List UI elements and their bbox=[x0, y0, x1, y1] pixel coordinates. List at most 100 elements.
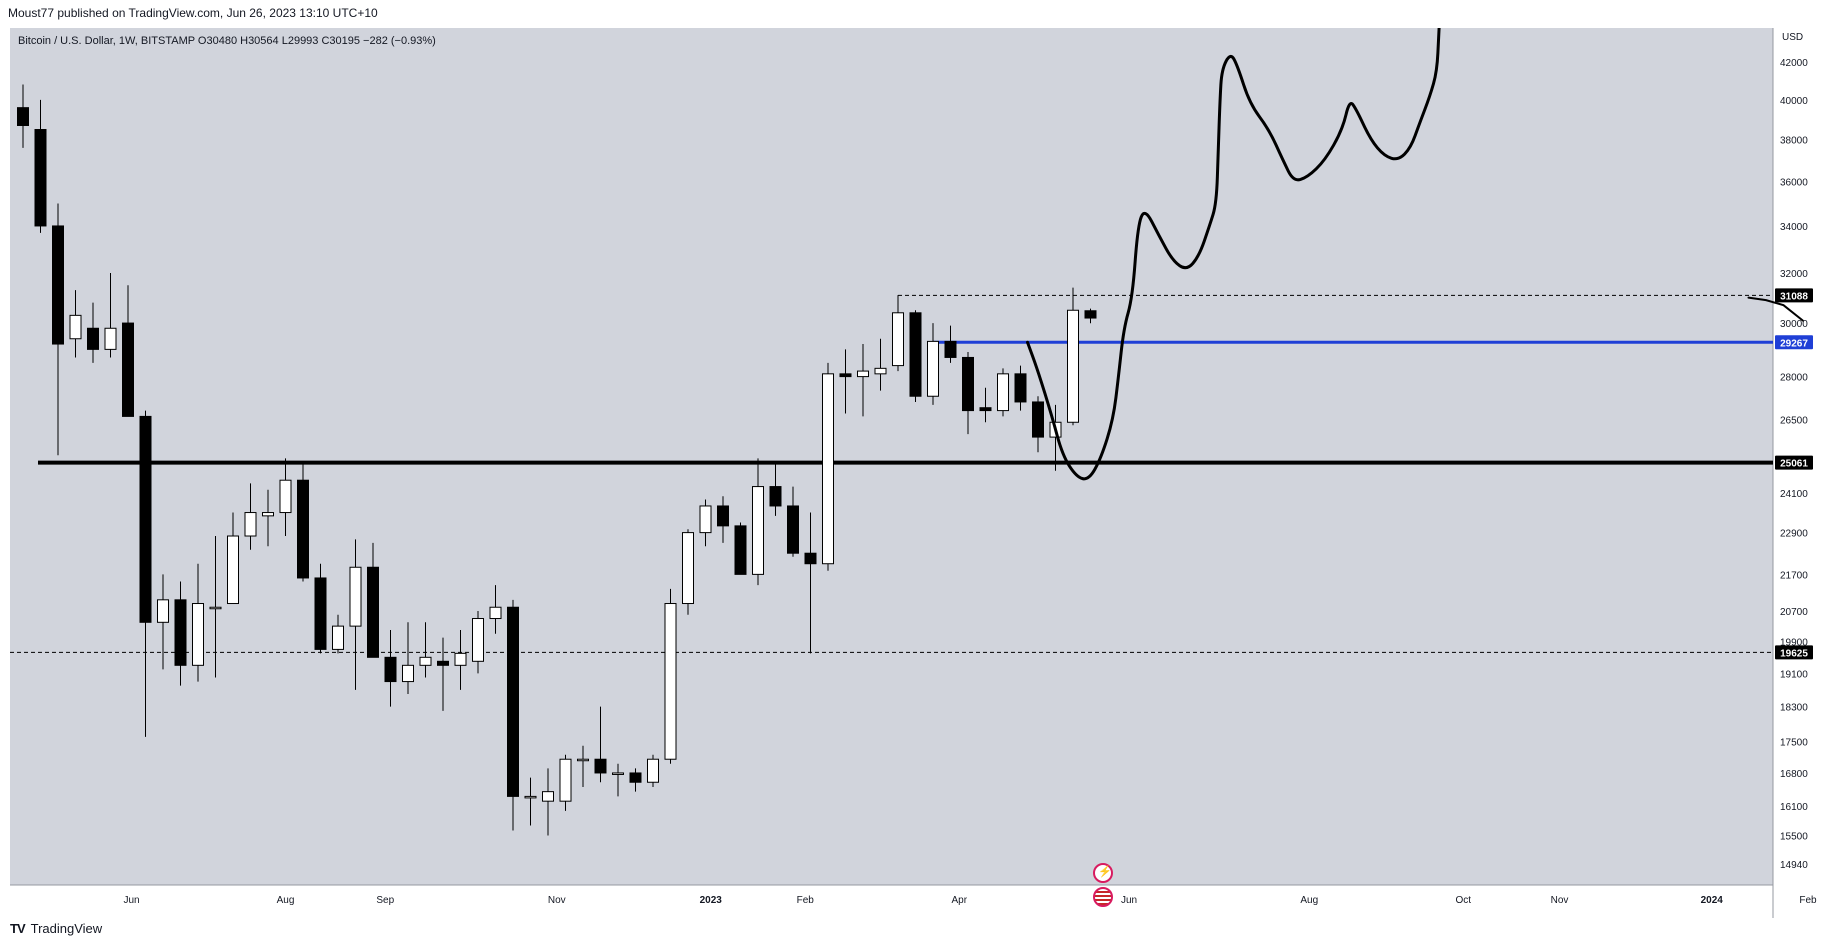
candle[interactable] bbox=[349, 566, 362, 627]
candle[interactable] bbox=[769, 486, 782, 507]
candle[interactable] bbox=[507, 606, 519, 797]
y-tick-label: 14940 bbox=[1780, 860, 1808, 871]
y-tick-label: 17500 bbox=[1780, 737, 1808, 748]
candle[interactable] bbox=[192, 603, 204, 666]
candle[interactable] bbox=[734, 525, 747, 575]
candle[interactable] bbox=[297, 479, 309, 579]
candle[interactable] bbox=[1084, 310, 1097, 319]
candle[interactable] bbox=[139, 415, 152, 623]
candle[interactable] bbox=[122, 322, 134, 417]
candle[interactable] bbox=[874, 367, 887, 375]
y-tick-label: 15500 bbox=[1780, 831, 1808, 842]
candle[interactable] bbox=[17, 107, 29, 126]
candle[interactable] bbox=[804, 552, 817, 565]
y-tick-label: 28000 bbox=[1780, 373, 1808, 384]
candle[interactable] bbox=[524, 795, 537, 799]
candle[interactable] bbox=[419, 656, 432, 666]
candle[interactable] bbox=[402, 664, 414, 683]
candle[interactable] bbox=[209, 606, 222, 610]
candle[interactable] bbox=[699, 505, 712, 534]
candle[interactable] bbox=[1032, 401, 1044, 438]
candle[interactable] bbox=[87, 327, 99, 350]
candle[interactable] bbox=[892, 312, 904, 367]
x-tick-label: Apr bbox=[951, 895, 967, 906]
candle[interactable] bbox=[822, 373, 834, 565]
candle[interactable] bbox=[1067, 309, 1079, 423]
candle[interactable] bbox=[227, 535, 239, 605]
y-tick-label: 32000 bbox=[1780, 269, 1808, 280]
candle[interactable] bbox=[857, 370, 869, 378]
candle[interactable] bbox=[367, 566, 379, 658]
x-tick-label: Oct bbox=[1455, 895, 1471, 906]
candle[interactable] bbox=[664, 603, 677, 760]
y-tick-label: 18300 bbox=[1780, 703, 1808, 714]
x-tick-label: 2024 bbox=[1701, 895, 1724, 906]
candle[interactable] bbox=[437, 660, 449, 666]
candle[interactable] bbox=[542, 791, 554, 802]
candle[interactable] bbox=[577, 758, 589, 762]
candle[interactable] bbox=[997, 373, 1009, 412]
candle[interactable] bbox=[262, 512, 274, 517]
x-tick-label: Nov bbox=[1551, 895, 1569, 906]
projection-tail[interactable] bbox=[1747, 296, 1804, 322]
candle[interactable] bbox=[1014, 373, 1027, 403]
candle[interactable] bbox=[244, 512, 257, 537]
price-label-text: 25061 bbox=[1780, 459, 1808, 470]
us-flag-icon[interactable] bbox=[1093, 887, 1113, 907]
currency-label: USD bbox=[1782, 32, 1803, 43]
y-tick-label: 38000 bbox=[1780, 136, 1808, 147]
y-tick-label: 36000 bbox=[1780, 178, 1808, 189]
candle[interactable] bbox=[472, 618, 484, 662]
x-tick-label: Jun bbox=[1121, 895, 1137, 906]
flash-icon[interactable] bbox=[1093, 863, 1113, 883]
candle[interactable] bbox=[279, 479, 292, 514]
price-chart[interactable]: USD 42000 40000 38000 36000 34000 32000 30000 28… bbox=[10, 28, 1835, 918]
x-tick-label: Aug bbox=[277, 895, 295, 906]
candle[interactable] bbox=[839, 373, 852, 378]
brand-name: TradingView bbox=[30, 921, 103, 936]
price-label-text: 19625 bbox=[1780, 648, 1808, 659]
candle[interactable] bbox=[454, 652, 467, 666]
candle[interactable] bbox=[52, 225, 64, 345]
y-tick-label: 22900 bbox=[1780, 529, 1808, 540]
chart-area[interactable]: USD 42000 40000 38000 36000 34000 32000 30000 28… bbox=[10, 28, 1835, 918]
candle[interactable] bbox=[594, 758, 607, 774]
candle[interactable] bbox=[944, 340, 957, 358]
candle[interactable] bbox=[384, 656, 397, 683]
x-tick-label: Feb bbox=[797, 895, 815, 906]
candle[interactable] bbox=[647, 758, 659, 783]
candle[interactable] bbox=[717, 505, 729, 527]
candle[interactable] bbox=[752, 486, 764, 575]
candle[interactable] bbox=[559, 758, 572, 802]
candle[interactable] bbox=[314, 577, 327, 650]
price-label-box bbox=[1775, 645, 1813, 660]
y-tick-label: 20700 bbox=[1780, 607, 1808, 618]
candle[interactable] bbox=[104, 327, 117, 350]
price-label-box bbox=[1775, 288, 1813, 303]
candle[interactable] bbox=[909, 312, 922, 397]
candle[interactable] bbox=[927, 340, 939, 397]
candle[interactable] bbox=[157, 599, 169, 623]
candle[interactable] bbox=[174, 599, 187, 666]
projection-drawing[interactable] bbox=[1026, 28, 1441, 481]
candle[interactable] bbox=[962, 356, 974, 412]
y-tick-label: 24100 bbox=[1780, 489, 1808, 500]
candle[interactable] bbox=[787, 505, 799, 554]
price-label-box bbox=[1775, 455, 1813, 470]
y-tick-label: 34000 bbox=[1780, 222, 1808, 233]
tradingview-logo-icon[interactable]: TV bbox=[10, 921, 26, 936]
candle[interactable] bbox=[34, 129, 47, 227]
price-label-text: 29267 bbox=[1780, 338, 1808, 349]
candle[interactable] bbox=[489, 606, 502, 620]
candle[interactable] bbox=[332, 625, 344, 650]
candle[interactable] bbox=[69, 314, 82, 340]
y-tick-label: 30000 bbox=[1780, 319, 1808, 330]
candle[interactable] bbox=[682, 532, 694, 605]
y-tick-label: 19100 bbox=[1780, 669, 1808, 680]
candle[interactable] bbox=[979, 407, 992, 412]
candle[interactable] bbox=[612, 772, 624, 775]
price-label-text: 31088 bbox=[1780, 291, 1808, 302]
publisher-header: Moust77 published on TradingView.com, Ju… bbox=[8, 6, 378, 20]
plot-background bbox=[10, 28, 1773, 885]
candle[interactable] bbox=[629, 772, 642, 783]
